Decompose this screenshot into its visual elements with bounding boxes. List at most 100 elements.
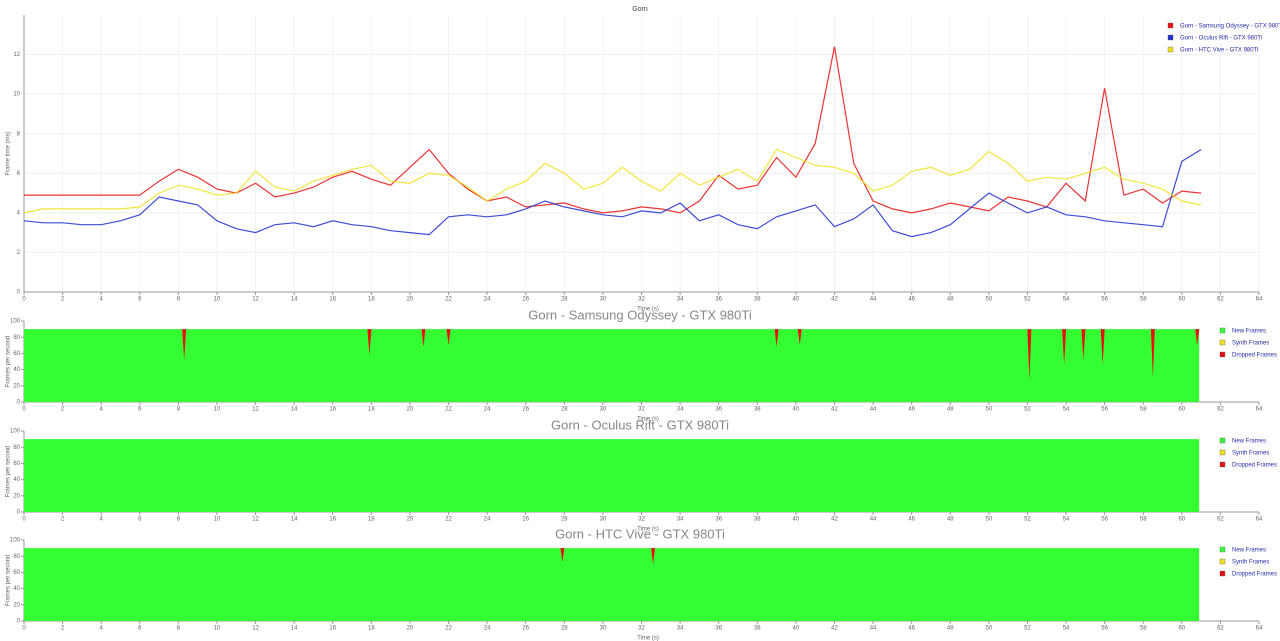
- new-frames-area: [24, 439, 1200, 512]
- x-tick-label: 64: [1256, 517, 1263, 523]
- x-tick-label: 50: [986, 297, 993, 303]
- x-tick-label: 36: [715, 626, 722, 632]
- x-tick-label: 14: [291, 517, 298, 523]
- x-tick-label: 20: [407, 297, 414, 303]
- x-tick-label: 0: [22, 407, 26, 413]
- x-tick-label: 24: [484, 517, 491, 523]
- y-tick-label: 0: [17, 290, 21, 296]
- y-axis-label: Frames per second: [6, 555, 12, 607]
- y-tick-label: 100: [10, 538, 21, 544]
- x-tick-label: 48: [947, 297, 954, 303]
- chart-title: Gorn - HTC Vive - GTX 980Ti: [555, 526, 725, 541]
- x-tick-label: 12: [252, 297, 259, 303]
- x-tick-label: 34: [677, 297, 684, 303]
- x-tick-label: 40: [793, 626, 800, 632]
- x-tick-label: 4: [100, 517, 104, 523]
- x-tick-label: 30: [600, 517, 607, 523]
- x-tick-label: 30: [600, 297, 607, 303]
- dropped-frames-spike: [446, 329, 451, 346]
- x-tick-label: 4: [100, 407, 104, 413]
- x-tick-label: 22: [445, 407, 452, 413]
- legend-label: New Frames: [1232, 329, 1266, 335]
- dropped-frames-spike: [651, 548, 656, 565]
- y-tick-label: 80: [13, 554, 20, 560]
- y-axis-label: Frames per second: [6, 336, 12, 388]
- chart-title: Gorn - Oculus Rift - GTX 980Ti: [551, 417, 729, 432]
- legend-label: Gorn - HTC Vive - GTX 980Ti: [1180, 48, 1258, 54]
- x-tick-label: 60: [1178, 297, 1185, 303]
- x-tick-label: 58: [1140, 517, 1147, 523]
- x-tick-label: 8: [177, 517, 181, 523]
- y-tick-label: 40: [13, 477, 20, 483]
- y-tick-label: 0: [17, 619, 21, 625]
- frame-time-line: [24, 46, 1202, 214]
- legend-swatch: [1219, 339, 1226, 346]
- x-tick-label: 8: [177, 297, 181, 303]
- x-tick-label: 44: [870, 407, 877, 413]
- x-tick-label: 36: [715, 517, 722, 523]
- x-tick-label: 14: [291, 297, 298, 303]
- legend-swatch: [1167, 34, 1174, 41]
- x-tick-label: 38: [754, 407, 761, 413]
- x-tick-label: 32: [638, 517, 645, 523]
- x-tick-label: 58: [1140, 626, 1147, 632]
- legend-label: Dropped Frames: [1232, 463, 1277, 469]
- dropped-frames-spike: [1100, 329, 1105, 365]
- x-tick-label: 62: [1217, 297, 1224, 303]
- y-tick-label: 10: [13, 92, 20, 98]
- x-tick-label: 20: [407, 626, 414, 632]
- x-tick-label: 26: [522, 297, 529, 303]
- dropped-frames-spike: [1027, 329, 1032, 381]
- x-tick-label: 10: [214, 626, 221, 632]
- x-tick-label: 28: [561, 517, 568, 523]
- x-tick-label: 64: [1256, 626, 1263, 632]
- x-tick-label: 56: [1101, 297, 1108, 303]
- y-tick-label: 12: [13, 52, 20, 58]
- dropped-frames-spike: [797, 329, 802, 346]
- chart-title: Gorn - Samsung Odyssey - GTX 980Ti: [528, 307, 752, 322]
- x-tick-label: 40: [793, 407, 800, 413]
- x-tick-label: 16: [329, 626, 336, 632]
- x-axis-label: Time (s): [637, 527, 659, 533]
- x-tick-label: 20: [407, 407, 414, 413]
- x-tick-label: 36: [715, 407, 722, 413]
- frame-time-line: [23, 148, 1202, 214]
- x-tick-label: 44: [870, 626, 877, 632]
- x-tick-label: 10: [214, 297, 221, 303]
- x-tick-label: 40: [793, 297, 800, 303]
- x-tick-label: 58: [1140, 297, 1147, 303]
- x-tick-label: 16: [329, 407, 336, 413]
- legend-swatch: [1219, 546, 1226, 553]
- x-tick-label: 8: [177, 626, 181, 632]
- x-axis-label: Time (s): [637, 307, 659, 313]
- frame-time-line: [23, 148, 1202, 238]
- y-tick-label: 6: [17, 171, 21, 177]
- y-axis-label: Frames per second: [6, 446, 12, 498]
- x-tick-label: 50: [986, 407, 993, 413]
- x-tick-label: 18: [368, 517, 375, 523]
- dropped-frames-spike: [1062, 329, 1067, 365]
- x-tick-label: 12: [252, 626, 259, 632]
- x-tick-label: 14: [291, 407, 298, 413]
- x-tick-label: 46: [908, 517, 915, 523]
- x-tick-label: 52: [1024, 297, 1031, 303]
- legend-swatch: [1219, 437, 1226, 444]
- y-tick-label: 4: [17, 210, 21, 216]
- x-tick-label: 22: [445, 626, 452, 632]
- chart-title: Gorn: [632, 6, 648, 13]
- x-tick-label: 48: [947, 407, 954, 413]
- x-tick-label: 2: [61, 517, 65, 523]
- new-frames-area: [24, 548, 1200, 621]
- x-tick-label: 32: [638, 626, 645, 632]
- x-tick-label: 40: [793, 517, 800, 523]
- x-tick-label: 2: [61, 626, 65, 632]
- dropped-frames-spike: [421, 329, 426, 347]
- y-tick-label: 100: [10, 429, 21, 435]
- legend-label: Gorn - Oculus Rift - GTX 980Ti: [1180, 36, 1262, 42]
- new-frames-area: [24, 329, 1200, 402]
- x-tick-label: 30: [600, 407, 607, 413]
- x-tick-label: 60: [1178, 626, 1185, 632]
- x-tick-label: 38: [754, 626, 761, 632]
- x-tick-label: 6: [138, 517, 142, 523]
